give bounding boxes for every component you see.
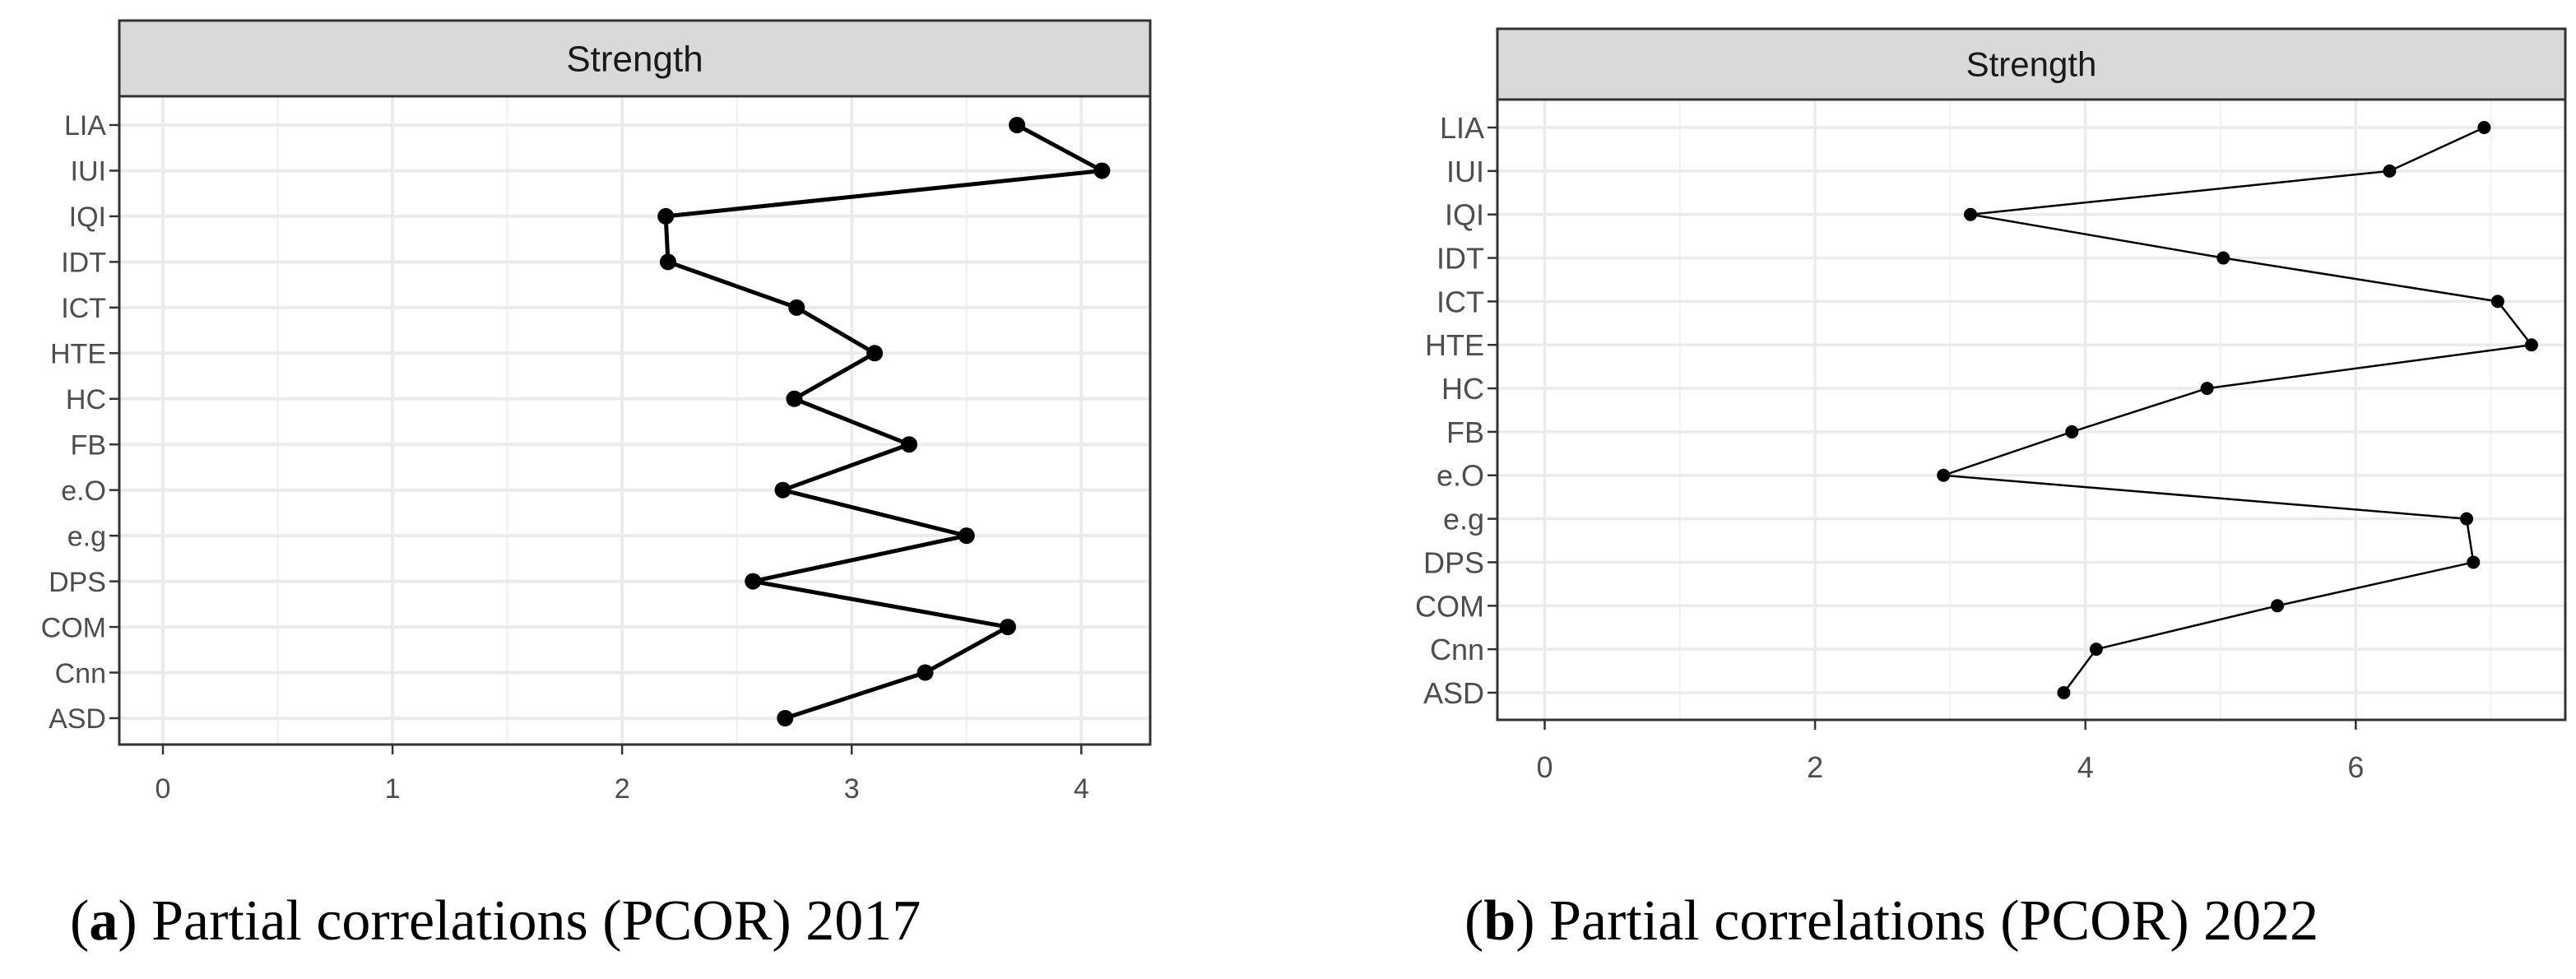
chart-panel-b: Strength LIA IUI IQI IDT ICT HTE HC FB e.O e.g DPS C… [1415, 27, 2567, 784]
caption-b-text: ) Partial correlations (PCOR) 2022 [1515, 889, 2319, 953]
plot-area-b [1497, 100, 2565, 720]
data-point-b-HTE [2524, 338, 2538, 352]
y-tick-label-b-IDT: IDT [1437, 241, 1484, 275]
data-point-b-e.O [1937, 468, 1951, 482]
y-tick-label-b-e.g: e.g [1443, 503, 1484, 536]
data-point-b-LIA [2477, 121, 2491, 134]
data-point-a-HC [786, 390, 803, 407]
data-point-b-Cnn [2089, 643, 2103, 657]
x-tick-label-b-0: 0 [1536, 750, 1553, 784]
caption-a-letter: a [89, 889, 118, 953]
facet-strip-b [1496, 27, 2567, 101]
x-tick-label-a-2: 2 [615, 773, 630, 805]
y-tick-label-a-ICT: ICT [61, 293, 106, 324]
y-tick-label-a-DPS: DPS [49, 567, 106, 598]
data-point-a-LIA [1009, 117, 1026, 133]
y-tick-label-a-COM: COM [41, 612, 106, 643]
x-tick-label-a-1: 1 [385, 773, 401, 805]
y-tick-label-b-IUI: IUI [1446, 155, 1484, 188]
facet-strip-label-a: Strength [566, 39, 703, 79]
data-point-a-ICT [788, 299, 805, 316]
y-tick-label-a-ASD: ASD [49, 703, 106, 735]
y-tick-label-a-Cnn: Cnn [55, 658, 106, 689]
data-point-b-IQI [1964, 207, 1978, 221]
series-line-b [1942, 126, 2533, 694]
y-tick-label-b-Cnn: Cnn [1430, 633, 1484, 666]
data-point-b-ASD [2057, 686, 2071, 699]
data-point-b-FB [2065, 425, 2079, 438]
data-point-b-DPS [2467, 555, 2481, 569]
y-tick-label-a-LIA: LIA [64, 110, 106, 142]
x-tick-label-b-6: 6 [2347, 750, 2364, 784]
y-tick-label-a-HC: HC [66, 384, 106, 415]
y-tick-label-b-ICT: ICT [1437, 285, 1484, 318]
data-point-b-COM [2271, 599, 2285, 613]
caption-a: (a) Partial correlations (PCOR) 2017 [70, 889, 921, 953]
y-tick-label-b-ASD: ASD [1423, 676, 1484, 710]
y-tick-label-a-IDT: IDT [61, 248, 106, 279]
plot-area-a [119, 96, 1150, 745]
y-tick-label-a-IQI: IQI [69, 202, 106, 233]
data-point-a-HTE [866, 345, 884, 362]
x-tick-label-a-0: 0 [155, 773, 171, 805]
y-tick-label-a-HTE: HTE [50, 339, 106, 370]
data-point-a-ASD [777, 710, 794, 726]
y-tick-label-b-DPS: DPS [1423, 545, 1484, 579]
facet-strip-a [118, 19, 1152, 98]
data-point-b-HC [2200, 382, 2214, 396]
facet-strip-label-b: Strength [1966, 45, 2097, 84]
y-tick-label-b-HTE: HTE [1425, 328, 1484, 362]
data-point-b-IDT [2216, 251, 2230, 265]
y-tick-label-b-IQI: IQI [1445, 198, 1484, 232]
data-point-b-e.g [2460, 512, 2474, 526]
y-tick-label-b-LIA: LIA [1440, 111, 1484, 145]
data-point-a-DPS [745, 573, 762, 590]
data-point-b-IUI [2383, 164, 2397, 178]
y-tick-label-a-FB: FB [71, 429, 106, 461]
data-point-a-Cnn [917, 664, 934, 681]
y-tick-label-a-IUI: IUI [71, 156, 106, 188]
data-point-a-IQI [657, 207, 675, 225]
data-point-a-FB [900, 436, 917, 453]
y-tick-label-b-COM: COM [1415, 589, 1484, 623]
y-tick-label-b-e.O: e.O [1437, 459, 1484, 493]
data-point-a-e.O [774, 481, 791, 499]
y-tick-label-b-HC: HC [1441, 372, 1484, 406]
data-point-a-e.g [958, 527, 975, 545]
data-point-b-ICT [2490, 295, 2504, 309]
y-tick-label-b-FB: FB [1446, 415, 1484, 449]
x-tick-label-a-4: 4 [1074, 773, 1089, 805]
x-tick-label-a-3: 3 [844, 773, 860, 805]
x-tick-label-b-4: 4 [2077, 750, 2094, 784]
y-tick-label-a-e.O: e.O [61, 476, 106, 507]
caption-b: (b) Partial correlations (PCOR) 2022 [1464, 889, 2319, 953]
data-point-a-IDT [659, 253, 676, 271]
chart-panel-a: Strength LIA IUI IQI IDT ICT HTE HC FB e.O e.g DPS C… [41, 19, 1152, 805]
caption-a-text: ) Partial correlations (PCOR) 2017 [118, 889, 921, 953]
data-point-a-IUI [1093, 162, 1111, 179]
data-point-a-COM [999, 619, 1016, 636]
caption-b-letter: b [1483, 889, 1516, 953]
x-tick-label-b-2: 2 [1807, 750, 1823, 784]
y-tick-label-a-e.g: e.g [67, 521, 106, 552]
